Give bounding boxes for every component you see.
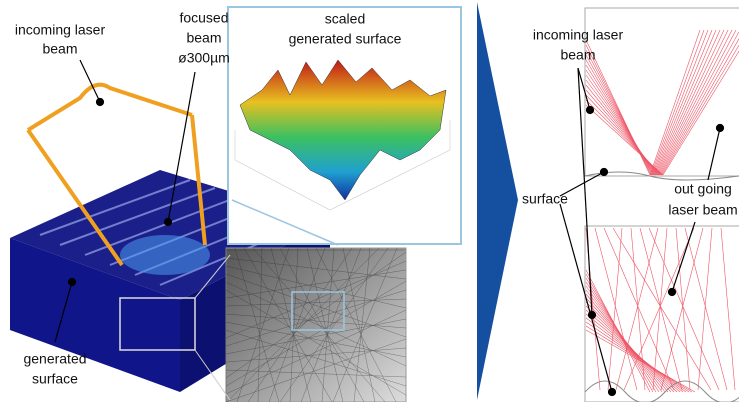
label: generated surface xyxy=(289,31,402,47)
label: surface xyxy=(522,191,568,207)
label: scaled xyxy=(325,11,365,27)
label: generated xyxy=(23,351,86,367)
label: incoming laser xyxy=(15,22,106,38)
label: out going xyxy=(674,181,732,197)
label: surface xyxy=(32,371,78,387)
label: ø300µm xyxy=(178,50,230,66)
figure: incoming laser beam focused beam ø300µm … xyxy=(0,0,739,402)
label: focused xyxy=(179,10,228,26)
label: laser beam xyxy=(668,202,737,218)
label: beam xyxy=(186,30,221,46)
arrow xyxy=(477,2,518,400)
label: incoming laser xyxy=(533,27,624,43)
label: beam xyxy=(560,47,595,63)
label: beam xyxy=(42,41,77,57)
mesh-inset xyxy=(195,248,406,402)
